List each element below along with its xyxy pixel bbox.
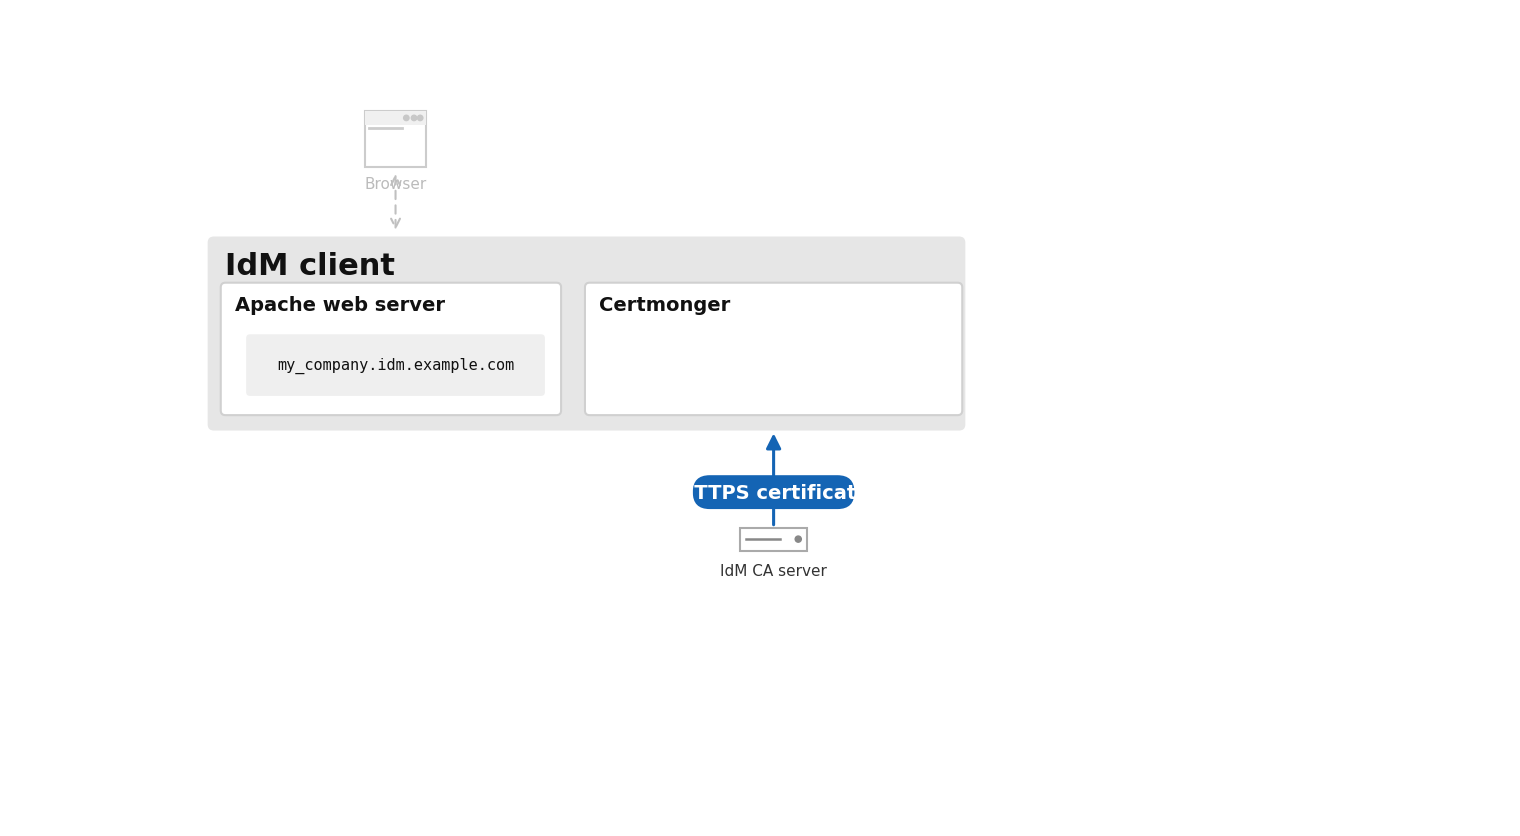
- FancyBboxPatch shape: [208, 237, 965, 431]
- Bar: [740, 528, 807, 551]
- Bar: [365, 112, 426, 125]
- Text: IdM CA server: IdM CA server: [720, 563, 827, 579]
- Text: HTTPS certificate: HTTPS certificate: [678, 483, 869, 502]
- Circle shape: [412, 116, 416, 121]
- Circle shape: [404, 116, 409, 121]
- Text: my_company.idm.example.com: my_company.idm.example.com: [277, 358, 514, 374]
- Circle shape: [418, 116, 423, 121]
- Bar: [365, 112, 426, 168]
- Text: IdM client: IdM client: [225, 252, 395, 281]
- FancyBboxPatch shape: [585, 283, 962, 415]
- FancyBboxPatch shape: [220, 283, 561, 415]
- Text: Browser: Browser: [365, 177, 427, 192]
- FancyBboxPatch shape: [246, 335, 546, 396]
- Text: Certmonger: Certmonger: [599, 295, 730, 314]
- Text: Apache web server: Apache web server: [234, 295, 445, 314]
- Circle shape: [795, 537, 801, 543]
- FancyBboxPatch shape: [693, 476, 854, 509]
